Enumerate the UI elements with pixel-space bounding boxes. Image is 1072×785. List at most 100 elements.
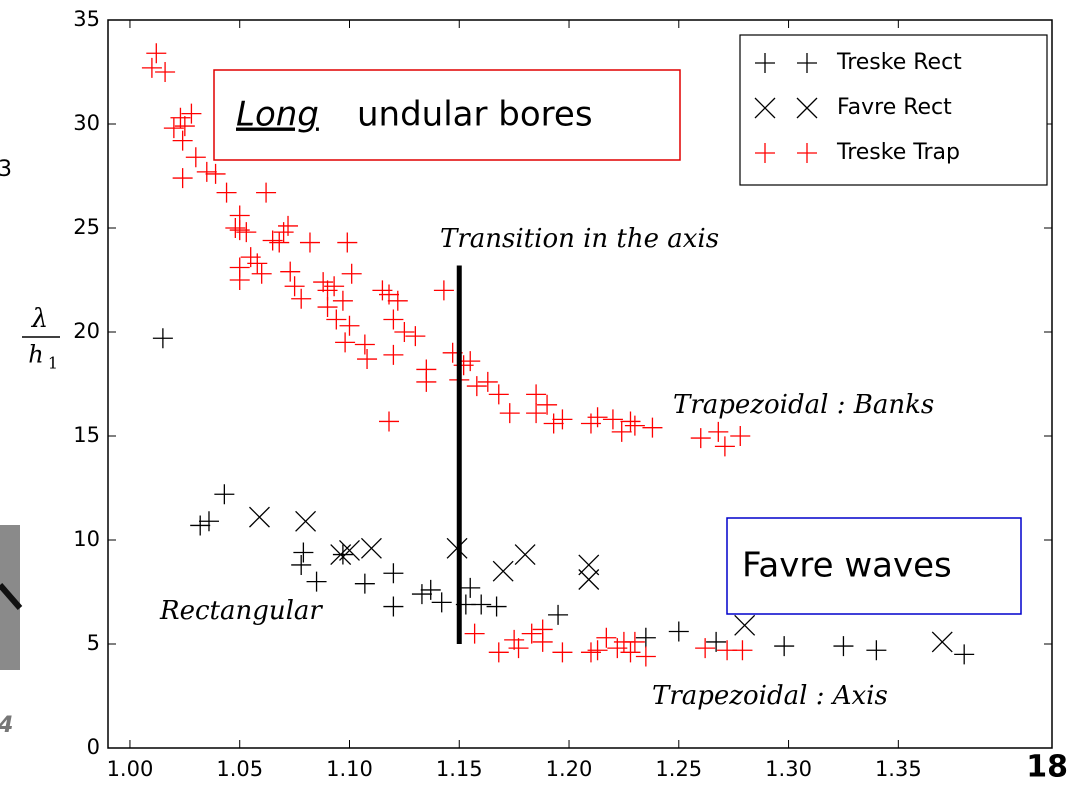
point [317, 297, 338, 318]
point [185, 147, 206, 168]
point [306, 571, 327, 592]
point [734, 614, 756, 636]
point [332, 290, 353, 311]
x-tick-label: 1.25 [655, 757, 702, 781]
point [181, 103, 202, 124]
point [486, 596, 507, 617]
point [383, 563, 404, 584]
point [170, 107, 191, 128]
point [387, 290, 408, 311]
point [155, 62, 176, 82]
point [383, 596, 404, 617]
legend-label: Treske Rect [836, 50, 962, 75]
photo-fragment-stroke [0, 583, 23, 610]
point [341, 263, 362, 284]
page-number: 18 [1026, 750, 1068, 785]
annotation: Trapezoidal : Axis [652, 681, 888, 711]
point [587, 407, 608, 428]
point [383, 344, 404, 365]
point [548, 604, 569, 625]
point [379, 411, 400, 432]
point [464, 623, 485, 644]
point [433, 280, 454, 301]
point [954, 644, 975, 665]
y-tick-label: 35 [73, 7, 100, 31]
annotation-box [726, 517, 1022, 615]
point [931, 631, 953, 653]
point [635, 627, 656, 648]
y-tick-label: 30 [73, 111, 100, 135]
point [295, 510, 317, 532]
x-tick-label: 1.15 [436, 757, 483, 781]
legend-marker [754, 97, 776, 119]
point [198, 511, 219, 532]
plot: 1.00 1.05 1.10 1.15 1.20 1.25 1.30 1.35 0 5 10 15 20… [73, 7, 1053, 781]
point [225, 218, 246, 238]
point [339, 539, 360, 561]
point [273, 222, 294, 243]
point [152, 328, 173, 349]
annotation: undular bores [357, 95, 593, 135]
point [537, 394, 558, 415]
point [460, 577, 481, 598]
point [514, 544, 536, 566]
point [416, 371, 437, 392]
point [172, 130, 193, 151]
y-tick-label: 25 [73, 215, 100, 239]
point [635, 646, 656, 667]
point [214, 484, 235, 505]
point [291, 554, 312, 575]
point [730, 426, 751, 446]
point [492, 560, 514, 582]
point [146, 43, 167, 64]
point [420, 579, 441, 600]
point [695, 638, 716, 659]
x-tick-label: 1.10 [326, 757, 373, 781]
point [708, 421, 729, 442]
point [690, 428, 711, 449]
y-tick-label: 10 [73, 527, 100, 551]
point [335, 332, 356, 353]
point [488, 642, 509, 663]
legend-marker [755, 143, 775, 163]
point [532, 619, 553, 640]
point [299, 232, 320, 253]
point [141, 57, 162, 78]
point [431, 592, 452, 613]
point [278, 215, 299, 236]
point [354, 334, 375, 355]
point [190, 515, 211, 536]
y-axis-label-denominator: h [28, 341, 43, 369]
point [337, 232, 358, 253]
annotation: Transition in the axis [440, 224, 719, 254]
point [205, 163, 226, 184]
point [587, 640, 608, 661]
x-tick-label: 1.35 [875, 757, 922, 781]
point [611, 421, 632, 442]
point [251, 263, 272, 284]
point [477, 371, 498, 392]
point [466, 376, 487, 397]
point [706, 631, 727, 652]
y-axis-label-numerator: λ [31, 304, 48, 334]
slide-fragment: 4 [0, 713, 13, 738]
point [714, 436, 735, 457]
point [526, 384, 547, 405]
point [357, 349, 378, 370]
point [383, 309, 404, 330]
point [405, 326, 426, 347]
point [339, 315, 360, 336]
point [578, 569, 600, 590]
point [613, 631, 634, 652]
legend-box [739, 34, 1048, 186]
point [471, 594, 492, 615]
point [833, 636, 854, 657]
point [269, 232, 290, 253]
x-tick-label: 1.20 [546, 757, 593, 781]
point [460, 351, 481, 372]
point [291, 288, 312, 309]
point [313, 272, 334, 293]
legend-marker [797, 143, 817, 163]
point [293, 542, 314, 563]
